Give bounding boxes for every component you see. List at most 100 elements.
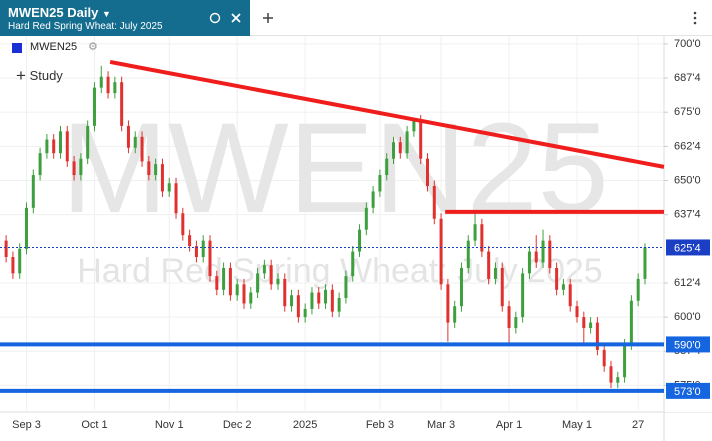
candle-body bbox=[602, 349, 606, 367]
y-tick-label: 600'0 bbox=[674, 311, 701, 323]
candle-body bbox=[643, 247, 647, 279]
candle-body bbox=[18, 248, 22, 274]
x-tick-label: Sep 3 bbox=[12, 419, 41, 431]
candle-body bbox=[609, 366, 613, 383]
candle-body bbox=[337, 297, 341, 312]
close-icon[interactable] bbox=[230, 12, 242, 24]
dropdown-icon[interactable]: ▼ bbox=[101, 9, 111, 19]
candle-body bbox=[419, 120, 423, 159]
candle-body bbox=[636, 278, 640, 301]
candle-body bbox=[58, 131, 62, 154]
candle-body bbox=[222, 267, 226, 290]
x-tick-label: Mar 3 bbox=[427, 419, 455, 431]
candle-body bbox=[11, 257, 15, 274]
y-tick-label: 687'4 bbox=[674, 72, 701, 84]
candle-body bbox=[208, 240, 212, 277]
candle-body bbox=[113, 82, 117, 94]
symbol-tab[interactable]: MWEN25 Daily ▼ Hard Red Spring Wheat: Ju… bbox=[0, 0, 250, 36]
candle-body bbox=[317, 292, 321, 304]
candle-body bbox=[405, 131, 409, 154]
candle-body bbox=[269, 265, 273, 285]
x-tick-label: 2025 bbox=[293, 419, 317, 431]
candle-body bbox=[65, 131, 69, 162]
candle-body bbox=[201, 240, 205, 258]
watermark: MWEN25 bbox=[61, 97, 609, 240]
candle-body bbox=[147, 161, 151, 176]
tab-title: MWEN25 Daily ▼ bbox=[8, 5, 111, 20]
candle-body bbox=[256, 273, 260, 293]
candle-body bbox=[86, 125, 90, 159]
candle-body bbox=[473, 224, 477, 241]
candle-body bbox=[25, 207, 29, 249]
candle-body bbox=[38, 153, 42, 176]
candle-body bbox=[425, 158, 429, 186]
x-tick-label: May 1 bbox=[562, 419, 592, 431]
study-label: Study bbox=[29, 68, 63, 83]
trendline bbox=[109, 59, 665, 169]
candle-body bbox=[629, 300, 633, 345]
plus-icon: + bbox=[16, 66, 26, 85]
candle-body bbox=[623, 344, 627, 378]
candle-body bbox=[262, 265, 266, 274]
candle-body bbox=[378, 175, 382, 192]
candle-body bbox=[133, 136, 137, 148]
candle-body bbox=[595, 322, 599, 350]
candle-body bbox=[290, 295, 294, 307]
candle-body bbox=[303, 308, 307, 318]
candle-body bbox=[310, 292, 314, 309]
candle-body bbox=[466, 240, 470, 268]
candle-body bbox=[72, 161, 76, 176]
last-price-box bbox=[666, 239, 710, 256]
candle-body bbox=[453, 306, 457, 323]
candle-body bbox=[106, 76, 110, 94]
candle-body bbox=[276, 278, 280, 285]
candle-body bbox=[344, 276, 348, 298]
candle-body bbox=[188, 235, 192, 247]
horizontal-line-label: 573'0 bbox=[674, 386, 701, 398]
horizontal-line-box bbox=[666, 382, 710, 399]
horizontal-line-label: 590'0 bbox=[674, 339, 701, 351]
candle-body bbox=[4, 240, 8, 258]
settings-icon[interactable]: ⚙ bbox=[88, 41, 98, 53]
tab-title-text: MWEN25 Daily bbox=[8, 5, 99, 20]
circle-icon[interactable] bbox=[209, 12, 221, 24]
candle-body bbox=[459, 267, 463, 307]
study-button[interactable]: + Study bbox=[16, 66, 63, 86]
legend-symbol[interactable]: MWEN25 bbox=[30, 41, 78, 53]
x-tick-label: Dec 2 bbox=[223, 419, 252, 431]
candle-body bbox=[514, 317, 518, 329]
candle-body bbox=[534, 251, 538, 263]
add-tab-icon[interactable] bbox=[262, 12, 274, 24]
y-tick-label: 637'4 bbox=[674, 209, 701, 221]
candle-body bbox=[181, 213, 185, 236]
x-tick-label: 27 bbox=[632, 419, 644, 431]
candle-body bbox=[31, 175, 35, 208]
candle-body bbox=[296, 295, 300, 318]
x-tick-label: Feb 3 bbox=[366, 419, 394, 431]
tab-subtitle: Hard Red Spring Wheat: July 2025 bbox=[8, 21, 163, 32]
candle-body bbox=[194, 246, 198, 258]
x-tick-label: Nov 1 bbox=[155, 419, 184, 431]
candle-body bbox=[439, 218, 443, 285]
candle-body bbox=[561, 284, 565, 290]
y-tick-label: 700'0 bbox=[674, 38, 701, 50]
toolbar: MWEN25 Daily ▼ Hard Red Spring Wheat: Ju… bbox=[0, 0, 712, 36]
candle-body bbox=[364, 207, 368, 230]
candle-body bbox=[385, 158, 389, 176]
candle-body bbox=[235, 284, 239, 296]
candle-body bbox=[398, 142, 402, 154]
x-tick-label: Oct 1 bbox=[81, 419, 107, 431]
candle-body bbox=[487, 251, 491, 279]
last-price-label: 625'4 bbox=[674, 242, 701, 254]
menu-icon[interactable] bbox=[692, 11, 698, 25]
candle-body bbox=[99, 76, 103, 88]
candle-body bbox=[582, 317, 586, 329]
candle-body bbox=[589, 322, 593, 329]
candle-body bbox=[568, 284, 572, 307]
candle-body bbox=[521, 273, 525, 318]
candle-body bbox=[548, 240, 552, 268]
candle-body bbox=[45, 139, 49, 154]
y-tick-label: 612'4 bbox=[674, 277, 701, 289]
